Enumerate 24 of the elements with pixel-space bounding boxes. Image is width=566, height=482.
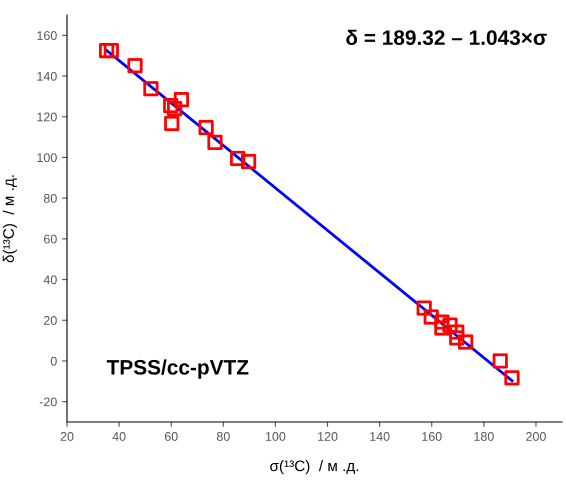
y-tick-label: 100 xyxy=(37,153,57,162)
x-tick-label: 60 xyxy=(164,432,178,441)
y-axis-title: δ(¹³C) / м .д. xyxy=(2,175,17,262)
x-tick-label: 80 xyxy=(216,432,230,441)
x-tick-label: 20 xyxy=(60,432,74,441)
y-tick-label: 60 xyxy=(44,234,57,244)
y-tick-label: 140 xyxy=(37,72,57,81)
x-tick-label: 160 xyxy=(422,432,442,441)
y-tick-label: 80 xyxy=(44,194,57,203)
y-tick-label: 160 xyxy=(37,31,57,40)
y-tick-label: 40 xyxy=(44,275,57,284)
x-tick-label: 180 xyxy=(474,432,494,441)
x-tick-label: 120 xyxy=(318,432,338,441)
y-tick-label: 120 xyxy=(37,112,57,122)
annotation: δ = 189.32 – 1.043×σ xyxy=(346,30,547,46)
y-tick-label: 0 xyxy=(50,356,57,366)
x-tick-label: 100 xyxy=(266,432,286,441)
annotation: TPSS/cc-pVTZ xyxy=(106,359,248,379)
x-tick-label: 40 xyxy=(112,432,126,441)
x-axis-title: σ(¹³C) / м .д. xyxy=(270,460,358,474)
y-tick-label: -20 xyxy=(40,397,57,406)
x-tick-label: 140 xyxy=(370,432,390,441)
x-tick-label: 200 xyxy=(526,432,546,441)
y-tick-label: 20 xyxy=(44,316,57,325)
